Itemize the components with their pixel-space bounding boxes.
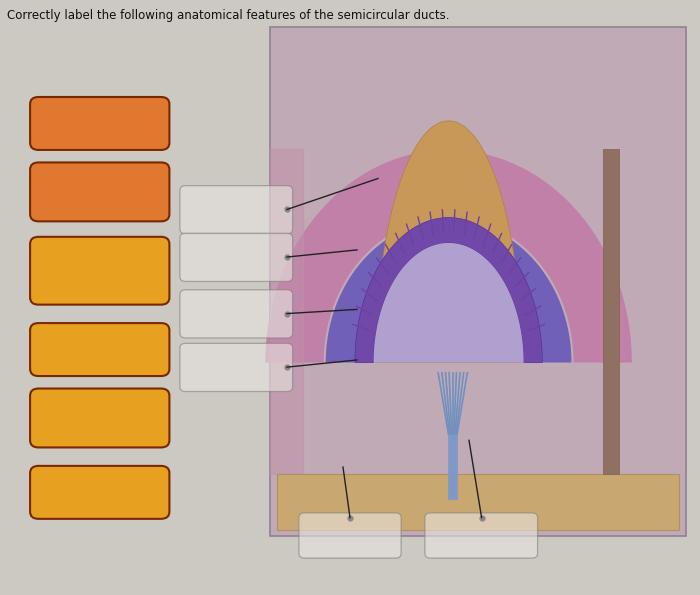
FancyBboxPatch shape: [180, 290, 293, 338]
Text: Vestibular
branch of CN
VIII: Vestibular branch of CN VIII: [62, 250, 138, 292]
FancyBboxPatch shape: [180, 233, 293, 281]
FancyBboxPatch shape: [180, 343, 293, 392]
Text: Crista
ampullaris: Crista ampullaris: [69, 404, 131, 432]
Polygon shape: [374, 243, 524, 362]
FancyBboxPatch shape: [270, 27, 686, 536]
FancyBboxPatch shape: [30, 97, 169, 150]
Polygon shape: [270, 149, 303, 474]
FancyBboxPatch shape: [180, 186, 293, 234]
Text: Cupula: Cupula: [74, 117, 125, 130]
FancyBboxPatch shape: [30, 162, 169, 221]
Text: Supporting
cells: Supporting cells: [58, 178, 141, 206]
Polygon shape: [376, 121, 522, 362]
FancyBboxPatch shape: [30, 466, 169, 519]
FancyBboxPatch shape: [425, 513, 538, 558]
FancyBboxPatch shape: [30, 323, 169, 376]
Text: Correctly label the following anatomical features of the semicircular ducts.: Correctly label the following anatomical…: [7, 9, 449, 22]
Polygon shape: [265, 150, 632, 362]
FancyBboxPatch shape: [299, 513, 401, 558]
Polygon shape: [355, 218, 542, 362]
FancyBboxPatch shape: [30, 389, 169, 447]
FancyBboxPatch shape: [276, 474, 679, 530]
Text: Hair cells: Hair cells: [64, 343, 134, 356]
Text: Endolymph: Endolymph: [62, 486, 137, 499]
Polygon shape: [368, 268, 530, 362]
Polygon shape: [326, 220, 571, 362]
FancyBboxPatch shape: [30, 237, 169, 305]
FancyBboxPatch shape: [603, 149, 620, 474]
